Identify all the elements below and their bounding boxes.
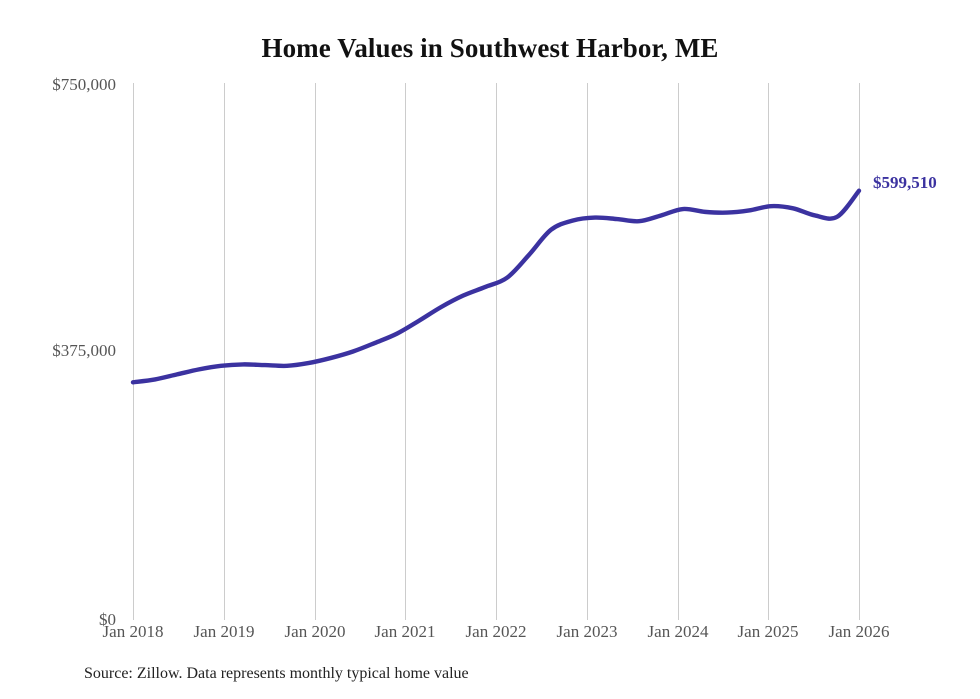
- gridline-jan-2026: [859, 83, 860, 620]
- source-note: Source: Zillow. Data represents monthly …: [84, 665, 469, 682]
- x-axis-tick-jan-2019: Jan 2019: [193, 622, 255, 641]
- y-axis-tick-0: $0: [99, 610, 116, 629]
- gridline-jan-2020: [315, 83, 316, 620]
- gridline-jan-2022: [496, 83, 497, 620]
- series-end-value-label: $599,510: [873, 172, 937, 192]
- plot-area: [133, 83, 860, 620]
- x-axis-tick-jan-2025: Jan 2025: [737, 622, 799, 641]
- gridline-jan-2018: [133, 83, 134, 620]
- x-axis-tick-jan-2023: Jan 2023: [556, 622, 618, 641]
- gridline-jan-2023: [587, 83, 588, 620]
- gridline-jan-2024: [678, 83, 679, 620]
- y-axis-tick-750000: $750,000: [52, 75, 116, 94]
- x-axis-tick-jan-2026: Jan 2026: [828, 622, 890, 641]
- x-axis-tick-jan-2018: Jan 2018: [102, 622, 164, 641]
- y-axis-tick-375000: $375,000: [52, 341, 116, 360]
- x-axis-tick-jan-2022: Jan 2022: [465, 622, 527, 641]
- gridline-jan-2021: [405, 83, 406, 620]
- x-axis-tick-jan-2020: Jan 2020: [284, 622, 346, 641]
- page-title: Home Values in Southwest Harbor, ME: [261, 33, 719, 63]
- x-axis-tick-jan-2024: Jan 2024: [647, 622, 709, 641]
- x-axis-tick-jan-2021: Jan 2021: [374, 622, 436, 641]
- gridline-jan-2025: [768, 83, 769, 620]
- gridline-jan-2019: [224, 83, 225, 620]
